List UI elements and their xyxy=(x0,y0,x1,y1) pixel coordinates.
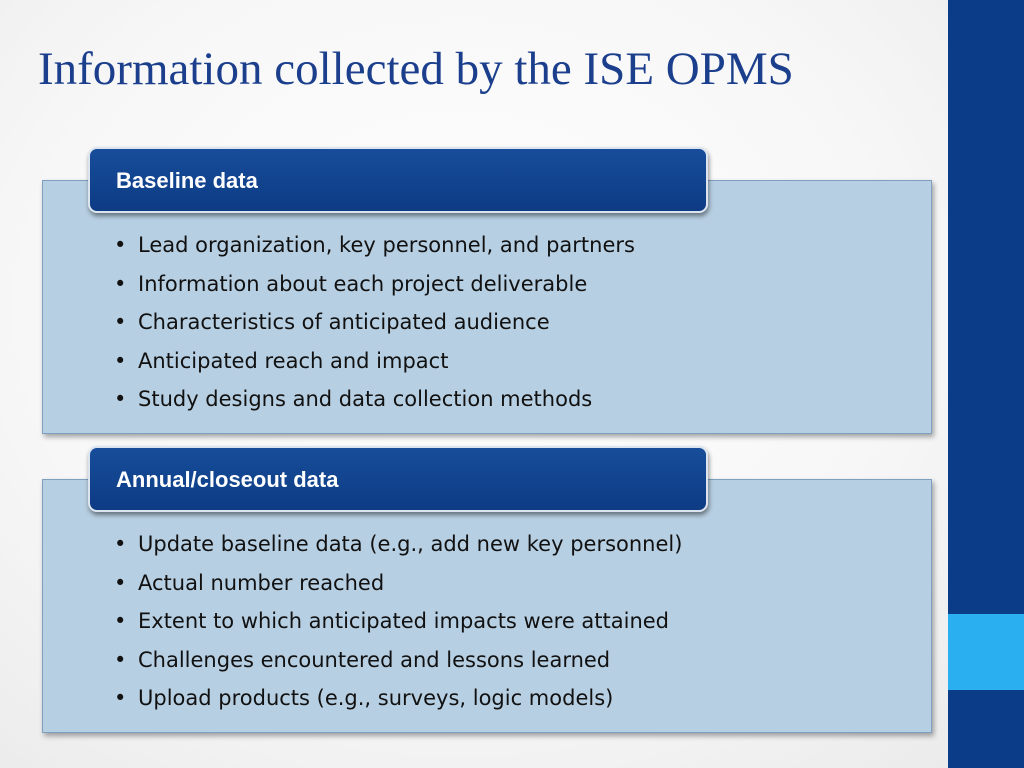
baseline-data-box: • Lead organization, key personnel, and p… xyxy=(42,180,932,434)
list-item: • Study designs and data collection metho… xyxy=(114,380,635,419)
bullet-icon: • xyxy=(114,348,127,373)
annual-closeout-data-list: • Update baseline data (e.g., add new key… xyxy=(114,525,682,718)
list-item: • Extent to which anticipated impacts wer… xyxy=(114,602,682,641)
list-item-text: Update baseline data (e.g., add new key … xyxy=(138,532,683,556)
bullet-icon: • xyxy=(114,686,127,710)
list-item: • Information about each project delivera… xyxy=(114,265,635,304)
list-item: • Upload products (e.g., surveys, logic m… xyxy=(114,679,682,718)
list-item-text: Characteristics of anticipated audience xyxy=(138,310,550,334)
annual-closeout-data-header: Annual/closeout data xyxy=(88,446,708,512)
sidebar-accent-block xyxy=(948,614,1024,690)
list-item: • Challenges encountered and lessons lear… xyxy=(114,641,682,680)
bullet-icon: • xyxy=(114,647,127,672)
bullet-icon: • xyxy=(114,532,127,556)
bullet-icon: • xyxy=(114,310,127,334)
list-item-text: Extent to which anticipated impacts were… xyxy=(138,609,670,633)
list-item-text: Challenges encountered and lessons learn… xyxy=(138,647,611,672)
list-item-text: Information about each project deliverab… xyxy=(138,271,588,296)
list-item-text: Actual number reached xyxy=(138,570,385,595)
bullet-icon: • xyxy=(114,570,127,595)
list-item: • Characteristics of anticipated audience xyxy=(114,303,635,342)
list-item-text: Study designs and data collection method… xyxy=(138,387,593,411)
annual-closeout-data-box: • Update baseline data (e.g., add new key… xyxy=(42,479,932,733)
list-item-text: Lead organization, key personnel, and pa… xyxy=(138,233,635,257)
list-item: • Actual number reached xyxy=(114,564,682,603)
bullet-icon: • xyxy=(114,271,127,296)
list-item: • Lead organization, key personnel, and p… xyxy=(114,226,635,265)
bullet-icon: • xyxy=(114,387,127,411)
slide-title: Information collected by the ISE OPMS xyxy=(38,43,794,95)
bullet-icon: • xyxy=(114,233,127,257)
baseline-data-header: Baseline data xyxy=(88,147,708,213)
bullet-icon: • xyxy=(114,609,127,633)
list-item: • Update baseline data (e.g., add new key… xyxy=(114,525,682,564)
list-item-text: Upload products (e.g., surveys, logic mo… xyxy=(138,686,614,710)
list-item: • Anticipated reach and impact xyxy=(114,342,635,381)
section-heading: Annual/closeout data xyxy=(116,467,339,492)
baseline-data-list: • Lead organization, key personnel, and p… xyxy=(114,226,635,419)
section-heading: Baseline data xyxy=(116,168,258,193)
list-item-text: Anticipated reach and impact xyxy=(138,348,449,373)
